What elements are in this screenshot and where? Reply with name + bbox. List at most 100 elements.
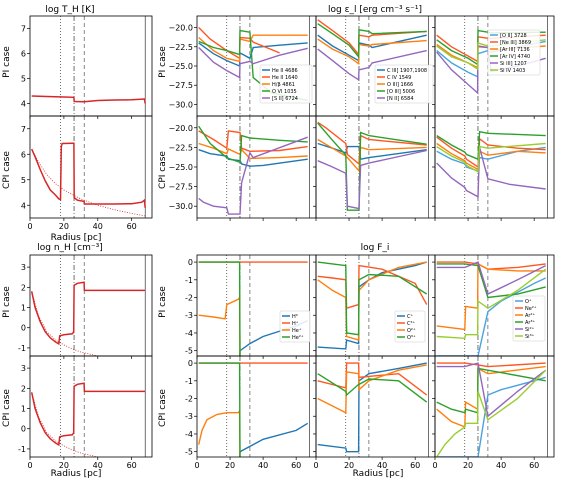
emis-cpi-1-ytick-label: −22.5 — [168, 143, 193, 152]
frac-pi-1-line — [198, 261, 241, 356]
frac-pi-1-ytick-label: -2 — [185, 294, 193, 303]
emis-legend-1-legend-label: H/β 4861 — [272, 82, 295, 88]
frac-cpi-2-line — [317, 373, 428, 403]
emis-legend-3-legend-label: Si III] 1207 — [500, 61, 527, 67]
emis-pi-2-line — [317, 23, 427, 59]
temp-cpi-xtick-label: 60 — [127, 222, 137, 231]
frac-pi-3-line — [436, 268, 547, 340]
emis-cpi-1-frame — [196, 115, 317, 219]
emis-legend-2-legend-label: [N II] 6584 — [387, 96, 414, 102]
dens-cpi-ytick-label: 3 — [21, 364, 26, 373]
frac-legend-2-legend-label: C⁺ — [407, 314, 413, 320]
emis-legend-1-legend-label: He II 4686 — [272, 68, 298, 74]
row-label-dens-cpi: CPI case — [2, 389, 12, 427]
row-label-temp-pi: PI case — [2, 46, 12, 78]
frac-legend-3-legend-label: Ne²⁺ — [525, 306, 537, 312]
row-label-emis-cpi: CPI case — [158, 151, 168, 189]
dens-pi-ytick-label: 3 — [21, 263, 26, 272]
frac-pi-2-line — [317, 261, 427, 342]
frac-pi-1-ytick-label: -4 — [185, 329, 193, 338]
frac-cpi-1-line — [198, 408, 241, 457]
frac-cpi-2-xtick-label: 60 — [410, 461, 420, 470]
temp-cpi-xtick-label: 20 — [59, 222, 69, 231]
emis-cpi-1-line — [198, 136, 308, 215]
dens-pi-ytick-label: -1 — [18, 344, 26, 353]
dens-cpi-xtick-label: 0 — [27, 461, 32, 470]
temp-cpi-xtick-label: 0 — [27, 222, 32, 231]
frac-legend-2-legend-label: C²⁺ — [407, 321, 415, 327]
emis-legend-3-legend-label: [Ar IV] 4740 — [500, 54, 530, 60]
frac-pi-3-line — [436, 277, 546, 356]
frac-cpi-3-line — [436, 362, 547, 418]
dens-pi-line — [30, 281, 146, 346]
emis-legend-3-legend-label: [Ne III] 3869 — [500, 40, 531, 46]
frac-cpi-1-xtick-label: 40 — [258, 461, 268, 470]
emis-cpi-2-line — [317, 149, 427, 210]
xlabel-bottom-left: Radius [pc] — [51, 469, 102, 479]
title-fraction: log F_i — [361, 243, 390, 253]
dens-cpi-ytick-label: 2 — [21, 384, 26, 393]
dens-pi-ytick-label: 2 — [21, 283, 26, 292]
frac-pi-3-line — [436, 262, 546, 331]
frac-legend-1-legend-label: He⁺ — [292, 328, 302, 334]
temp-pi-ytick-label: 7 — [21, 25, 26, 34]
frac-legend-1-legend-label: H⁰ — [292, 314, 298, 320]
emis-pi-1-ytick-label: −22.5 — [168, 43, 193, 52]
emis-pi-2-line — [317, 38, 427, 66]
frac-cpi-2-line — [317, 362, 427, 453]
frac-cpi-1-ytick-label: -5 — [185, 448, 193, 457]
frac-cpi-1-xtick-label: 0 — [194, 461, 199, 470]
frac-cpi-3-xtick-label: 0 — [432, 461, 437, 470]
emis-pi-1-ytick-label: −25.0 — [168, 62, 193, 71]
emis-legend-1-legend-label: [S II] 6724 — [272, 96, 298, 102]
frac-pi-1-ytick-label: -3 — [185, 311, 193, 320]
frac-legend-3-legend-label: Si²⁺ — [525, 327, 535, 333]
temp-pi-ytick-label: 6 — [21, 50, 26, 59]
temp-cpi-reference-line — [31, 148, 146, 217]
emis-legend-3-legend-label: [O II] 3728 — [500, 33, 527, 39]
frac-cpi-1-ytick-label: -3 — [185, 412, 193, 421]
frac-pi-1-ytick-label: -5 — [185, 347, 193, 356]
row-label-frac-cpi: CPI case — [158, 389, 168, 427]
frac-pi-1-line — [198, 295, 241, 356]
dens-cpi-ytick-label: -1 — [18, 445, 26, 454]
frac-pi-3-line — [436, 261, 546, 270]
title-density: log n_H [cm⁻³] — [37, 243, 103, 253]
frac-pi-3-line — [436, 261, 547, 295]
frac-cpi-1-frame — [196, 355, 317, 458]
row-label-temp-cpi: CPI case — [2, 151, 12, 189]
frac-cpi-1-ytick-label: -2 — [185, 395, 193, 404]
frac-cpi-1-xtick-label: 20 — [225, 461, 235, 470]
temp-pi-ytick-label: 5 — [21, 75, 26, 84]
frac-cpi-1-ytick-label: 0 — [188, 359, 193, 368]
emis-pi-1-ytick-label: −20.0 — [168, 24, 193, 33]
emis-legend-1-legend-label: He II 1640 — [272, 75, 298, 81]
dens-cpi-xtick-label: 60 — [127, 461, 137, 470]
frac-cpi-2-xtick-label: 0 — [313, 461, 318, 470]
frac-cpi-1-ytick-label: -1 — [185, 377, 193, 386]
emis-cpi-1-ytick-label: −30.0 — [168, 202, 193, 211]
frac-pi-3-line — [436, 263, 546, 299]
row-label-emis-pi: PI case — [158, 46, 168, 78]
frac-legend-1-legend-label: H⁺ — [292, 321, 299, 327]
dens-cpi-line — [30, 382, 146, 447]
emis-pi-2-line — [317, 48, 427, 82]
frac-legend-3-legend-label: Si³⁺ — [525, 334, 535, 340]
frac-cpi-3-frame — [434, 355, 555, 458]
temp-cpi-ytick-label: 6 — [21, 150, 26, 159]
frac-legend-2-legend-box — [394, 310, 426, 343]
xlabel-bottom-right: Radius [pc] — [353, 469, 404, 479]
frac-cpi-3-line — [436, 367, 546, 414]
title-temperature: log T_H [K] — [45, 5, 94, 15]
emis-cpi-1-line — [198, 125, 308, 164]
emis-cpi-2-line — [317, 142, 427, 161]
dens-pi-ytick-label: 1 — [21, 304, 26, 313]
temp-cpi-xtick-label: 40 — [93, 222, 103, 231]
temp-cpi-frame — [29, 115, 153, 219]
emis-legend-2-legend-label: C III] 1907,1908 — [387, 68, 427, 74]
frac-pi-2-line — [317, 264, 428, 310]
frac-pi-2-line — [317, 261, 428, 336]
emis-cpi-3-line — [436, 130, 546, 161]
title-emissivity: log ε_l [erg cm⁻³ s⁻¹] — [328, 5, 422, 15]
